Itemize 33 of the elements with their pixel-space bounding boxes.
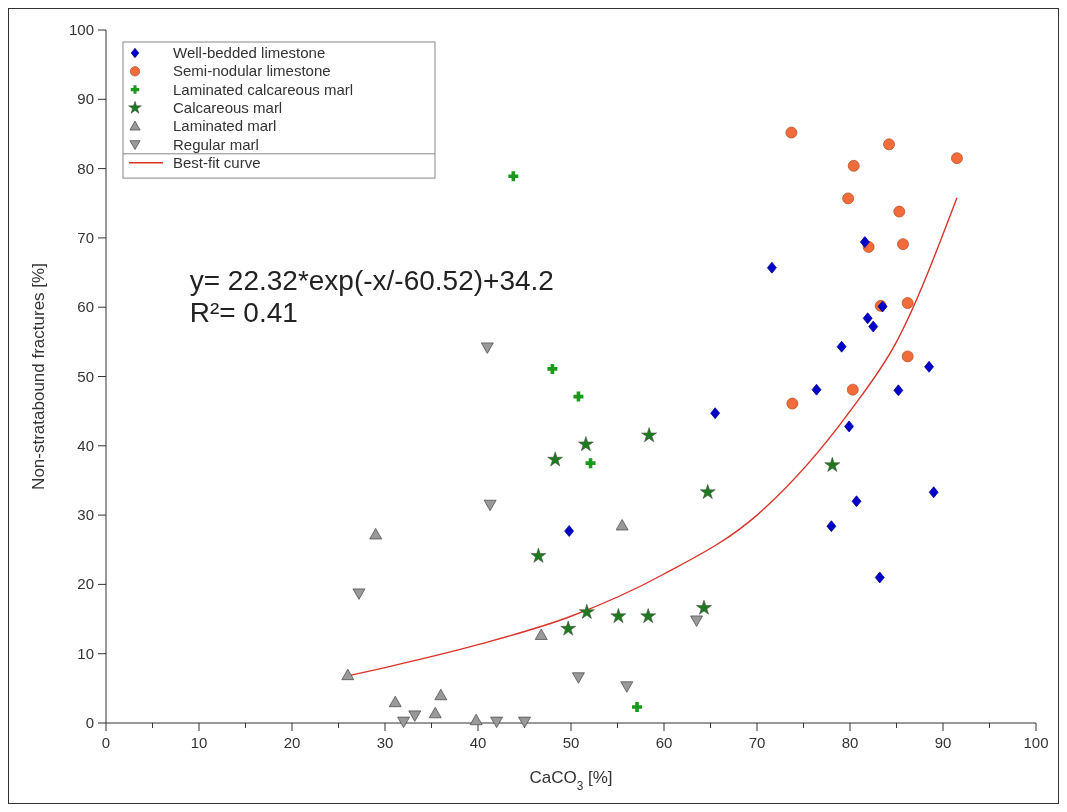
- y-tick-label: 60: [77, 298, 94, 316]
- legend-label: Laminated marl: [173, 117, 277, 135]
- legend-label: Well-bedded limestone: [173, 44, 326, 61]
- y-tick-label: 70: [77, 228, 94, 246]
- x-tick-label: 80: [841, 734, 859, 751]
- x-tick-label: 0: [101, 734, 111, 751]
- x-tick-label: 70: [748, 734, 766, 751]
- y-tick-label: 30: [77, 506, 94, 524]
- x-axis-title: CaCO$_{3}$ [%]: [529, 768, 613, 793]
- annotation: y= 22.32*exp(-x/-60.52)+34.2: [189, 264, 554, 296]
- y-tick-label: 80: [77, 159, 94, 177]
- legend-label: Semi-nodular limestone: [173, 62, 331, 80]
- x-tick-label: 10: [190, 734, 208, 751]
- y-tick-label: 50: [77, 367, 94, 385]
- x-tick-label: 90: [934, 734, 952, 751]
- y-tick-label: 20: [77, 575, 94, 593]
- legend-label: Laminated calcareous marl: [173, 80, 354, 98]
- legend-label: Best-fit curve: [173, 153, 261, 171]
- y-tick-label: 40: [77, 436, 94, 454]
- x-tick-label: 100: [1023, 734, 1049, 751]
- legend-label: Regular marl: [173, 135, 259, 153]
- y-axis-title: Non-stratabound fractures [%]: [29, 263, 48, 490]
- y-tick-label: 90: [77, 90, 94, 108]
- x-tick-label: 20: [283, 734, 301, 751]
- legend-label: Calcareous marl: [173, 98, 283, 116]
- x-tick-label: 60: [655, 734, 673, 751]
- x-tick-label: 30: [376, 734, 394, 751]
- x-tick-label: 40: [469, 734, 487, 751]
- x-tick-label: 50: [562, 734, 580, 751]
- y-tick-label: 10: [77, 644, 94, 662]
- y-tick-label: 100: [68, 21, 94, 38]
- y-tick-label: 0: [85, 714, 94, 731]
- annotation: R²= 0.41: [189, 296, 298, 328]
